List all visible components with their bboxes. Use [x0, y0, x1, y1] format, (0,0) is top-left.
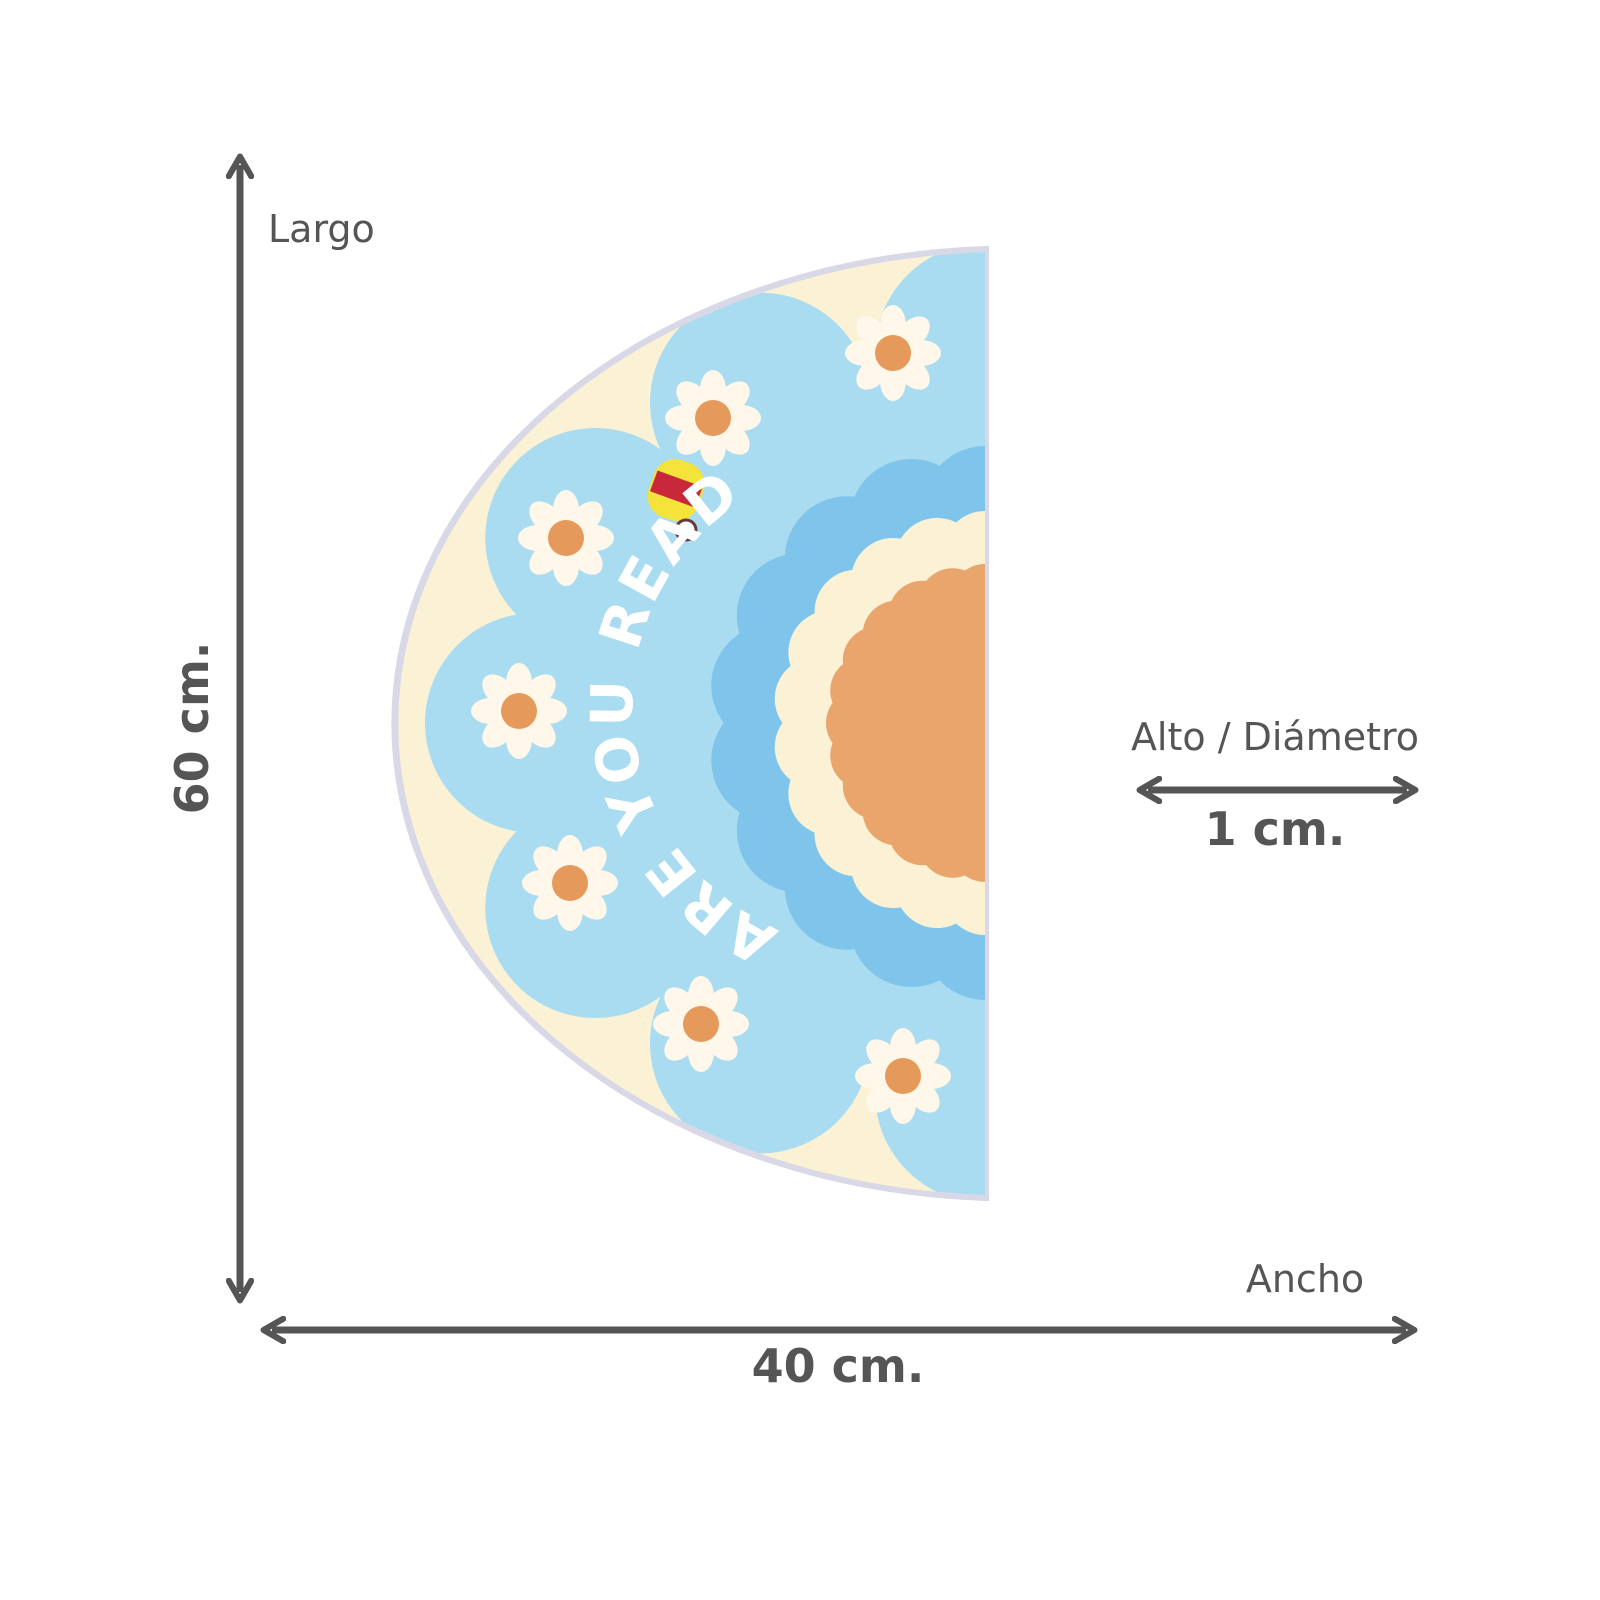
width-value: 40 cm.	[752, 1339, 925, 1393]
orange-center	[860, 598, 985, 848]
bee-ball	[674, 518, 698, 542]
rug: ARE YOU READY	[391, 245, 989, 1202]
height-value: 1 cm.	[1205, 802, 1346, 856]
daisy-center	[501, 693, 537, 729]
bee-stripe	[650, 470, 703, 508]
daisy-center	[875, 335, 911, 371]
daisy-center	[695, 400, 731, 436]
daisy-center	[548, 520, 584, 556]
length-value: 60 cm.	[165, 642, 219, 815]
daisy-center	[552, 865, 588, 901]
height-title: Alto / Diámetro	[1131, 715, 1419, 759]
length-title: Largo	[268, 207, 375, 251]
daisy-center	[683, 1006, 719, 1042]
daisy-center	[885, 1058, 921, 1094]
rug-pattern	[425, 252, 985, 1195]
blue-cloud	[535, 353, 985, 1093]
width-title: Ancho	[1246, 1257, 1364, 1301]
